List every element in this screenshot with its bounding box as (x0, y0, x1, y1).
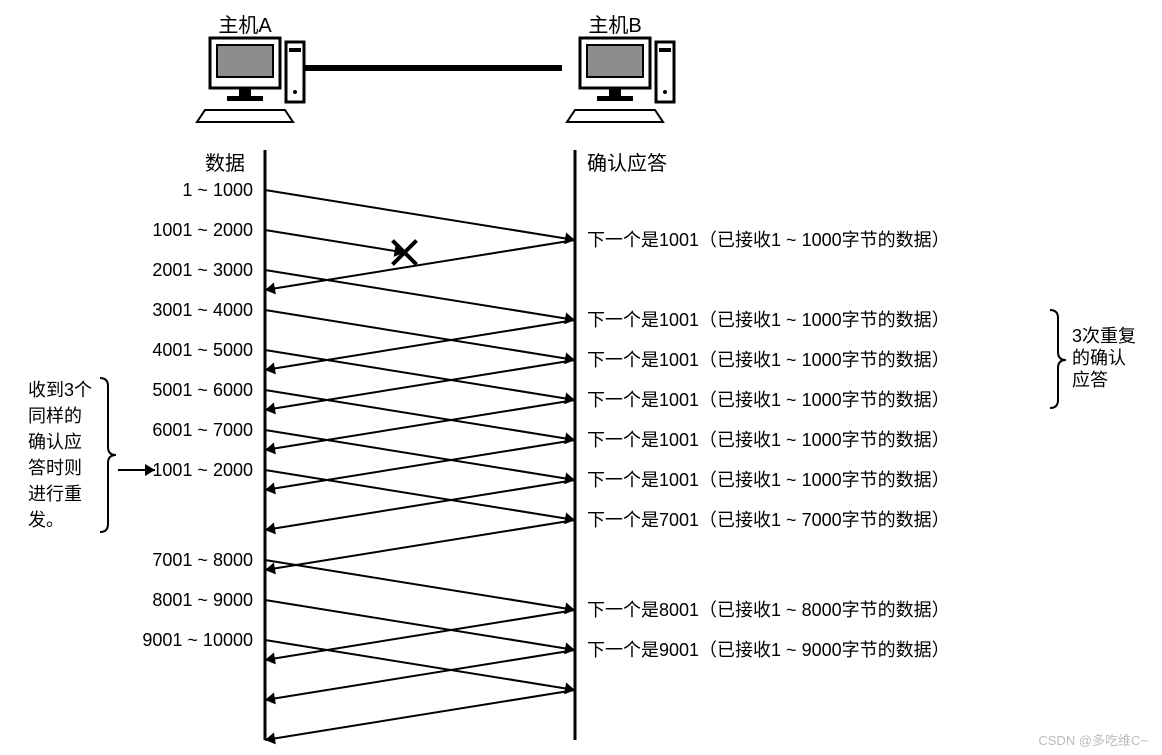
arrowhead-icon (265, 442, 276, 454)
arrowhead-icon (564, 392, 575, 404)
ack-label: 下一个是1001（已接收1 ~ 1000字节的数据） (587, 350, 950, 370)
ack-arrow (265, 610, 575, 660)
ack-arrow (265, 320, 575, 370)
send-arrow (265, 600, 575, 650)
data-packet-label: 3001 ~ 4000 (152, 300, 253, 320)
data-packet-label: 1001 ~ 2000 (152, 220, 253, 240)
send-arrow (265, 470, 575, 520)
host-a-drive-icon (289, 48, 301, 52)
host-a-power-icon (293, 90, 297, 94)
data-packet-label: 8001 ~ 9000 (152, 590, 253, 610)
arrowhead-icon (265, 402, 276, 414)
arrowhead-icon (564, 512, 575, 524)
data-packet-label: 1001 ~ 2000 (152, 460, 253, 480)
host-b-screen-icon (587, 45, 643, 77)
ack-label: 下一个是1001（已接收1 ~ 1000字节的数据） (587, 470, 950, 490)
ack-arrow (265, 690, 575, 740)
send-arrow (265, 560, 575, 610)
brace-icon (1050, 310, 1066, 408)
arrowhead-icon (564, 432, 575, 444)
right-note-line: 3次重复 (1072, 326, 1136, 346)
arrowhead-icon (265, 652, 276, 664)
arrowhead-icon (265, 732, 276, 744)
brace-icon (100, 378, 116, 532)
ack-arrow (265, 240, 575, 290)
ack-arrow (265, 400, 575, 450)
send-arrow (265, 270, 575, 320)
right-note-line: 应答 (1072, 370, 1108, 390)
send-arrow (265, 350, 575, 400)
host-b-label: 主机B (588, 14, 641, 37)
arrowhead-icon (564, 682, 575, 694)
host-b-keyboard-icon (567, 110, 663, 122)
ack-label: 下一个是9001（已接收1 ~ 9000字节的数据） (587, 640, 950, 660)
host-a-keyboard-icon (197, 110, 293, 122)
left-note-line: 进行重 (28, 484, 82, 504)
send-arrow (265, 640, 575, 690)
sequence-diagram: 主机A 主机B 数据 确认应答 1 ~ 1000 1001 ~ 2000 2001 ~ 30… (10, 10, 1162, 745)
send-arrow (265, 190, 575, 240)
arrowhead-icon (564, 602, 575, 614)
send-arrow-lost (265, 230, 405, 253)
send-arrow (265, 390, 575, 440)
arrowhead-icon (265, 482, 276, 494)
arrowhead-icon (265, 562, 276, 574)
ack-label: 下一个是1001（已接收1 ~ 1000字节的数据） (587, 310, 950, 330)
ack-arrow (265, 650, 575, 700)
ack-arrow (265, 360, 575, 410)
arrowhead-icon (564, 472, 575, 484)
host-a-screen-icon (217, 45, 273, 77)
host-b-drive-icon (659, 48, 671, 52)
data-packet-label: 1 ~ 1000 (182, 180, 253, 200)
watermark-text: CSDN @多吃维C~ (1038, 730, 1148, 749)
left-note-line: 收到3个 (28, 380, 92, 400)
host-a-label: 主机A (218, 14, 272, 37)
ack-label: 下一个是1001（已接收1 ~ 1000字节的数据） (587, 390, 950, 410)
ack-arrow (265, 440, 575, 490)
host-b-power-icon (663, 90, 667, 94)
column-header-ack: 确认应答 (587, 152, 667, 175)
host-b-base-icon (597, 96, 633, 101)
send-arrow (265, 310, 575, 360)
data-packet-label: 6001 ~ 7000 (152, 420, 253, 440)
ack-label: 下一个是1001（已接收1 ~ 1000字节的数据） (587, 430, 950, 450)
data-packet-label: 5001 ~ 6000 (152, 380, 253, 400)
right-note-line: 的确认 (1072, 348, 1126, 368)
data-packet-label: 9001 ~ 10000 (142, 630, 253, 650)
data-packet-label: 4001 ~ 5000 (152, 340, 253, 360)
host-a-stand-icon (239, 88, 251, 96)
arrowhead-icon (564, 312, 575, 324)
arrowhead-icon (265, 362, 276, 374)
ack-label: 下一个是8001（已接收1 ~ 8000字节的数据） (587, 600, 950, 620)
ack-arrow (265, 520, 575, 570)
send-arrow (265, 430, 575, 480)
data-packet-label: 7001 ~ 8000 (152, 550, 253, 570)
host-b-stand-icon (609, 88, 621, 96)
left-note-line: 确认应 (28, 432, 82, 452)
host-a-base-icon (227, 96, 263, 101)
arrowhead-icon (564, 232, 575, 244)
left-note-line: 发。 (28, 510, 64, 530)
left-note-line: 答时则 (28, 458, 82, 478)
arrowhead-icon (564, 642, 575, 654)
ack-label: 下一个是1001（已接收1 ~ 1000字节的数据） (587, 230, 950, 250)
left-note-line: 同样的 (28, 406, 82, 426)
ack-arrow (265, 480, 575, 530)
column-header-data: 数据 (205, 152, 245, 175)
arrowhead-icon (265, 282, 276, 294)
arrowhead-icon (564, 352, 575, 364)
arrowhead-icon (265, 692, 276, 704)
ack-label: 下一个是7001（已接收1 ~ 7000字节的数据） (587, 510, 950, 530)
data-packet-label: 2001 ~ 3000 (152, 260, 253, 280)
arrowhead-icon (265, 522, 276, 534)
